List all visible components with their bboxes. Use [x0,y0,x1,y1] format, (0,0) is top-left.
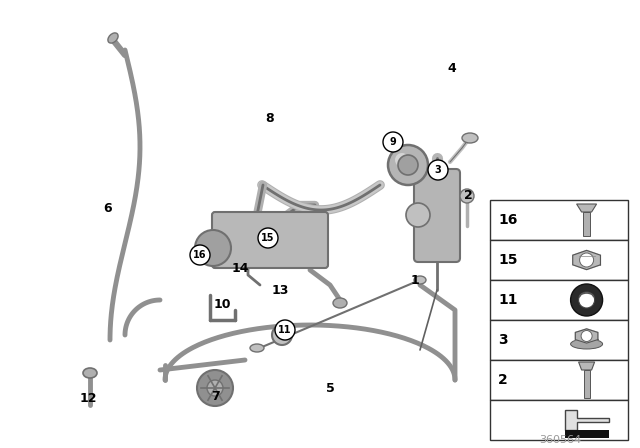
FancyBboxPatch shape [583,212,590,236]
Text: 3: 3 [498,333,508,347]
FancyBboxPatch shape [490,400,628,440]
Circle shape [580,253,594,267]
FancyBboxPatch shape [490,200,628,240]
Text: 2: 2 [463,189,472,202]
Text: 14: 14 [231,262,249,275]
Circle shape [195,230,231,266]
FancyBboxPatch shape [212,212,328,268]
Circle shape [190,245,210,265]
FancyBboxPatch shape [490,360,628,400]
Circle shape [406,203,430,227]
Text: 3: 3 [435,165,442,175]
Circle shape [460,189,474,203]
Polygon shape [577,204,596,212]
Text: 4: 4 [447,61,456,74]
Text: 2: 2 [498,373,508,387]
Circle shape [398,155,418,175]
Circle shape [395,153,409,167]
FancyBboxPatch shape [564,430,609,438]
Ellipse shape [414,276,426,284]
Polygon shape [579,362,595,370]
Circle shape [388,145,428,185]
Circle shape [207,380,223,396]
Circle shape [383,132,403,152]
Circle shape [275,320,295,340]
Text: 16: 16 [193,250,207,260]
Text: 11: 11 [278,325,292,335]
Text: 8: 8 [266,112,275,125]
FancyBboxPatch shape [490,240,628,280]
Circle shape [571,284,603,316]
FancyBboxPatch shape [584,370,589,398]
Ellipse shape [333,298,347,308]
FancyBboxPatch shape [490,280,628,320]
Text: 360564: 360564 [539,435,581,445]
Ellipse shape [83,368,97,378]
Text: 6: 6 [104,202,112,215]
Circle shape [579,292,595,308]
Polygon shape [573,250,600,270]
Circle shape [258,228,278,248]
Text: 13: 13 [271,284,289,297]
Text: 12: 12 [79,392,97,405]
Ellipse shape [571,339,603,349]
Text: 1: 1 [411,273,419,287]
FancyBboxPatch shape [414,169,460,262]
Ellipse shape [250,344,264,352]
Circle shape [272,325,292,345]
Text: 7: 7 [211,389,220,402]
Polygon shape [575,329,598,343]
Circle shape [197,370,233,406]
FancyBboxPatch shape [490,320,628,360]
Text: 10: 10 [213,298,231,311]
Text: 11: 11 [498,293,518,307]
Text: 5: 5 [326,382,334,395]
Text: 9: 9 [390,137,396,147]
Text: 15: 15 [498,253,518,267]
Text: 16: 16 [498,213,517,227]
Text: 15: 15 [261,233,275,243]
Polygon shape [564,410,609,430]
Ellipse shape [462,133,478,143]
Ellipse shape [108,33,118,43]
Circle shape [581,331,592,341]
Circle shape [428,160,448,180]
